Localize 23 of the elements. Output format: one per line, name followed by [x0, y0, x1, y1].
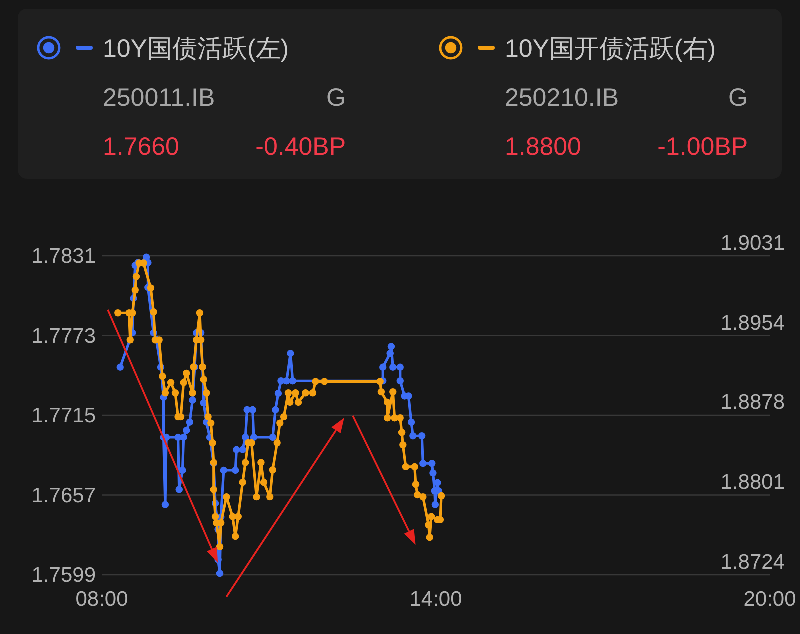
x-tick-label: 20:00 — [744, 588, 796, 611]
text: 250210.IB — [505, 84, 619, 112]
y2-tick-label: 1.9031 — [720, 232, 785, 255]
y-tick-label: 1.7831 — [32, 245, 96, 268]
y-tick-label: 1.7773 — [32, 324, 96, 348]
text: G — [326, 84, 346, 112]
x-tick-label: 14:00 — [410, 588, 462, 611]
x-tick-label: 08:00 — [76, 588, 128, 611]
y2-tick-label: 1.8878 — [720, 390, 785, 414]
y2-tick-label: 1.8801 — [720, 470, 785, 494]
y2-tick-label: 1.8954 — [720, 312, 786, 336]
text: 1.7660 — [103, 133, 180, 161]
legend-label: 10Y国开债活跃(右) — [505, 35, 716, 63]
text: 1.8800 — [505, 133, 582, 161]
text: G — [728, 84, 748, 112]
legend-label: 10Y国债活跃(左) — [103, 35, 290, 63]
y-tick-label: 1.7657 — [32, 484, 96, 508]
text: 250011.IB — [103, 84, 216, 112]
y-tick-label: 1.7715 — [32, 404, 96, 428]
y-tick-label: 1.7599 — [32, 564, 96, 587]
text: -1.00BP — [658, 133, 748, 161]
text: -0.40BP — [256, 133, 346, 161]
y2-tick-label: 1.8724 — [720, 551, 786, 574]
